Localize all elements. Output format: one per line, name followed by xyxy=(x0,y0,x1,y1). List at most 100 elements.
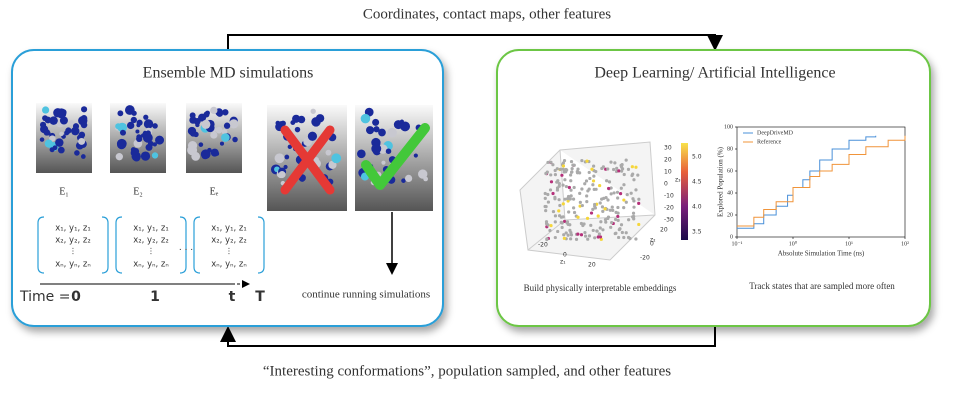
embedding-point xyxy=(597,232,601,236)
embedding-point xyxy=(557,214,562,218)
embedding-point xyxy=(616,205,620,210)
embedding-point xyxy=(549,224,553,228)
embedding-point xyxy=(566,194,571,199)
colorbar-tick: 3.5 xyxy=(692,229,702,236)
protein-atom xyxy=(418,169,428,179)
protein-atom xyxy=(44,139,53,148)
protein-atom xyxy=(401,178,406,183)
embedding-point xyxy=(565,221,569,225)
embedding-point xyxy=(585,200,589,204)
embedding-point xyxy=(553,220,557,224)
embedding-point xyxy=(583,182,587,186)
colorbar-tick: 4.0 xyxy=(692,204,702,211)
protein-atom xyxy=(315,114,325,123)
y-tick-label: 40 xyxy=(727,190,733,196)
embedding-point xyxy=(603,217,608,222)
embedding-point xyxy=(561,202,565,206)
protein-atom xyxy=(290,120,296,125)
embedding-point xyxy=(570,167,574,171)
protein-atom xyxy=(55,138,64,147)
embedding-point xyxy=(548,228,552,233)
protein-atom xyxy=(80,121,88,129)
embedding-point xyxy=(546,200,551,204)
embedding-point xyxy=(553,173,558,177)
embedding-point xyxy=(549,160,553,164)
protein-atom xyxy=(287,144,293,150)
embedding-point xyxy=(591,179,596,183)
protein-atom xyxy=(229,119,239,129)
bracket xyxy=(193,216,265,274)
embedding-point xyxy=(599,220,603,224)
embedding-point xyxy=(553,235,557,240)
embedding-point xyxy=(600,205,605,209)
protein-atom xyxy=(198,142,204,147)
z-tick: 10 xyxy=(664,169,672,176)
embedding-point xyxy=(619,223,624,227)
time-label: Time = xyxy=(19,289,70,305)
protein-atom xyxy=(277,121,285,128)
embedding-point xyxy=(592,174,596,178)
embedding-point xyxy=(557,184,561,188)
embedding-point xyxy=(569,237,573,241)
protein-atom xyxy=(187,140,198,151)
protein-atom xyxy=(131,110,137,116)
embedding-point xyxy=(620,162,624,167)
embedding-point xyxy=(555,180,559,184)
embedding-point xyxy=(562,158,567,163)
protein-atom xyxy=(115,152,123,161)
matrix-dots: ⋮ xyxy=(69,247,77,256)
embedding-point xyxy=(611,208,615,212)
time-step: 1 xyxy=(150,289,160,305)
embedding-point xyxy=(632,178,636,182)
embedding-point xyxy=(627,218,631,222)
embedding-point xyxy=(569,233,574,237)
embedding-point xyxy=(565,168,569,172)
embedding-point xyxy=(604,220,608,224)
protein-atom xyxy=(115,123,122,130)
embedding-point xyxy=(579,233,584,237)
embedding-point xyxy=(632,205,636,209)
embedding-point xyxy=(609,192,613,196)
embedding-point xyxy=(606,215,611,219)
x-tick-label: 10¹ xyxy=(845,241,853,247)
embedding-point xyxy=(636,173,640,177)
protein-atom xyxy=(283,164,288,170)
protein-atom xyxy=(189,112,196,119)
embedding-point xyxy=(622,198,626,202)
protein-atom xyxy=(143,119,154,129)
embedding-point xyxy=(615,190,620,194)
protein-atom xyxy=(136,134,142,140)
reject-mark xyxy=(280,125,335,195)
embedding-point xyxy=(553,214,558,218)
protein-atom xyxy=(71,126,80,136)
x-tick-label: 10⁻¹ xyxy=(732,241,743,247)
embedding-point xyxy=(637,197,641,201)
protein-atom xyxy=(219,141,225,146)
embedding-point xyxy=(587,170,591,175)
protein-atom xyxy=(210,148,219,157)
embedding-point xyxy=(546,160,550,165)
protein-atom xyxy=(127,121,135,130)
embedding-point xyxy=(596,214,600,218)
embedding-point xyxy=(624,158,628,162)
protein-atom xyxy=(198,113,207,122)
embedding-point xyxy=(556,229,560,234)
embedding-point xyxy=(617,228,621,232)
protein-atom xyxy=(385,148,392,154)
embedding-point xyxy=(600,197,604,201)
protein-atom xyxy=(413,153,418,158)
embedding-point xyxy=(555,188,560,192)
embedding-point xyxy=(629,191,633,195)
protein-atom xyxy=(80,154,86,159)
colorbar-tick: 5.0 xyxy=(692,154,702,161)
bracket xyxy=(115,216,187,274)
embedding-point xyxy=(562,219,567,224)
embedding-point xyxy=(567,210,571,214)
embedding-point xyxy=(551,209,556,214)
embedding-point xyxy=(601,228,605,232)
embedding-point xyxy=(589,223,593,227)
right-title: Deep Learning/ Artificial Intelligence xyxy=(594,65,835,82)
protein-atom xyxy=(223,122,231,129)
embedding-point xyxy=(546,192,550,197)
protein-atom xyxy=(366,126,375,135)
